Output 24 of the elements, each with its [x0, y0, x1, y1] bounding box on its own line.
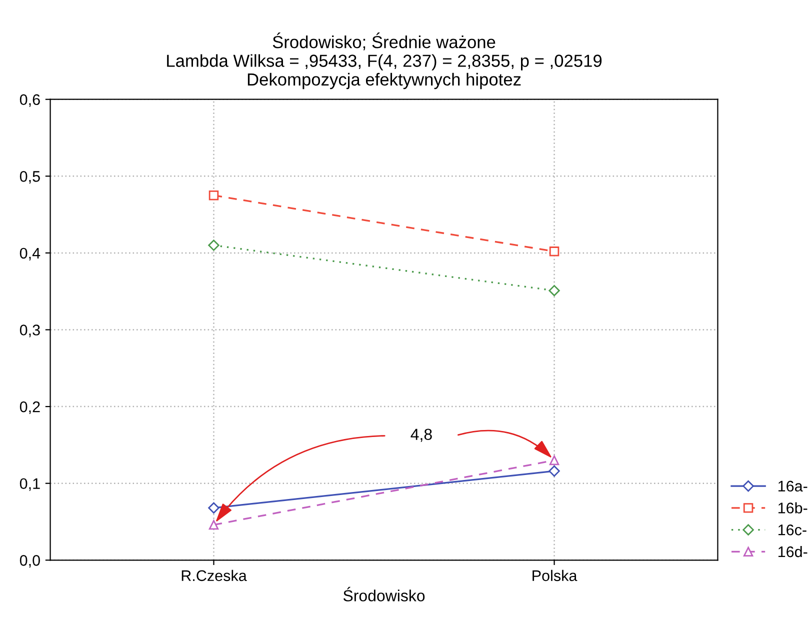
point — [208, 240, 220, 251]
point — [548, 284, 560, 296]
chart-title: Środowisko; Średnie ważone Lambda Wilksa = ,95433, F(4, 237) = 2,8355, p = ,02519 Dekompozycja efektywnych hipotez — [167, 32, 602, 90]
y-tick-label: 0,3 — [20, 324, 40, 338]
annotation: 4,8 — [410, 428, 432, 442]
x-axis-title: Środowisko — [343, 586, 425, 602]
point — [549, 246, 560, 256]
y-tick-label: 0,6 — [20, 94, 40, 107]
point — [208, 520, 219, 530]
x-tick-label: R.Czeska — [182, 570, 247, 582]
legend-label: 16b- — [778, 502, 808, 514]
point — [549, 455, 560, 466]
legend-label: 16a- — [778, 480, 808, 492]
x-tick-label: Polska — [532, 570, 578, 582]
y-tick-label: 0,5 — [20, 171, 40, 184]
point — [208, 190, 219, 200]
y-tick-label: 0,0 — [20, 555, 40, 568]
point — [208, 502, 220, 514]
y-tick-label: 0,1 — [20, 478, 40, 491]
legend-label: 16d- — [778, 546, 808, 558]
legend-label: 16c- — [778, 524, 806, 536]
y-tick-label: 0,4 — [20, 248, 40, 260]
y-tick-label: 0,2 — [20, 401, 40, 414]
point — [548, 465, 560, 477]
